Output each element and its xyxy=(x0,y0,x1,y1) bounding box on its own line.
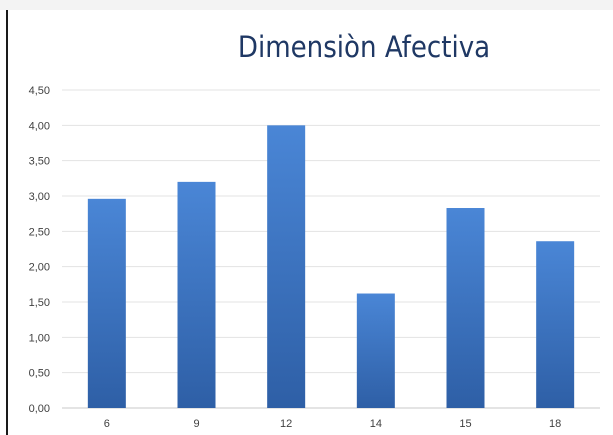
x-tick-label: 6 xyxy=(104,418,110,430)
y-tick-label: 3,00 xyxy=(29,191,50,203)
y-tick-label: 1,50 xyxy=(29,297,50,309)
bar-18 xyxy=(536,241,575,408)
y-axis-ticks: 0,00 0,50 1,00 1,50 2,00 2,50 3,00 3,50 4,00 4,50 xyxy=(29,85,50,415)
x-tick-label: 12 xyxy=(280,418,292,430)
y-tick-label: 2,00 xyxy=(29,262,50,274)
x-tick-label: 9 xyxy=(193,418,199,430)
bar-12 xyxy=(267,125,306,408)
y-tick-label: 2,50 xyxy=(29,226,50,238)
x-tick-label: 18 xyxy=(549,418,561,430)
y-tick-label: 3,50 xyxy=(29,156,50,168)
left-border xyxy=(6,10,8,435)
x-tick-label: 15 xyxy=(459,418,471,430)
top-strip xyxy=(0,0,613,10)
x-tick-label: 14 xyxy=(370,418,382,430)
x-axis-ticks: 6 9 12 14 15 18 xyxy=(104,418,562,430)
bars xyxy=(87,125,575,408)
bar-9 xyxy=(177,181,216,408)
bar-14 xyxy=(356,293,395,408)
y-tick-label: 4,00 xyxy=(29,120,50,132)
y-tick-label: 0,00 xyxy=(29,403,50,415)
y-tick-label: 1,00 xyxy=(29,332,50,344)
y-tick-label: 0,50 xyxy=(29,368,50,380)
chart-title: Dimensiòn Afectiva xyxy=(238,30,490,64)
bar-6 xyxy=(87,198,126,408)
gridlines xyxy=(62,89,600,409)
bar-15 xyxy=(446,208,485,408)
y-tick-label: 4,50 xyxy=(29,85,50,97)
